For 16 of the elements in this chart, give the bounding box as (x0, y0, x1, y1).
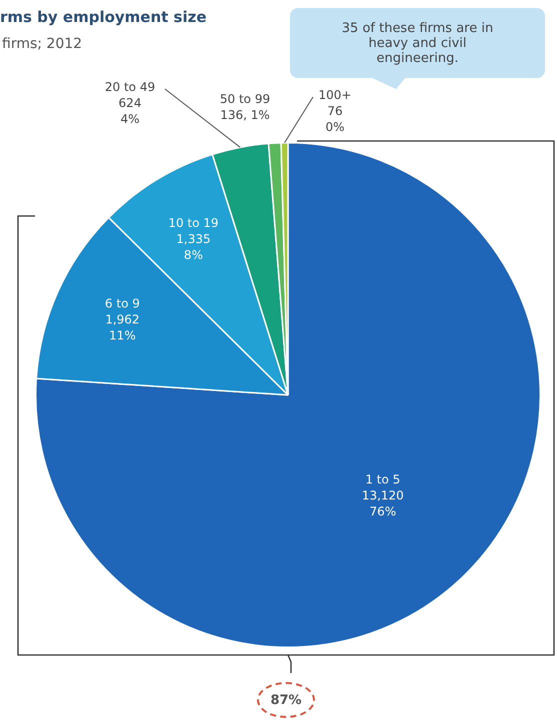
data-label: 1,962 11% (105, 312, 140, 343)
data-label: 76 0% (325, 104, 345, 134)
chart-subtitle: firms; 2012 (2, 36, 82, 52)
slice-label: 100+ (318, 88, 352, 102)
slice-label: 10 to 19 (168, 216, 219, 230)
chart-title: rms by employment size (0, 8, 207, 26)
text: 35 of these firms are in heavy and civil engineering. (290, 8, 545, 78)
slice-label: 50 to 99 (220, 92, 270, 106)
data-label: 1,335 8% (176, 232, 211, 262)
data-label: 136, 1% (220, 108, 270, 122)
slice-label: 20 to 49 (104, 80, 156, 94)
data-label: 624 4% (118, 96, 142, 126)
slice-label: 1 to 5 (365, 472, 400, 486)
dashed-ring: 87% (257, 682, 315, 718)
slice-label: 6 to 9 (104, 296, 140, 311)
data-label: 13,120 76% (362, 488, 404, 518)
